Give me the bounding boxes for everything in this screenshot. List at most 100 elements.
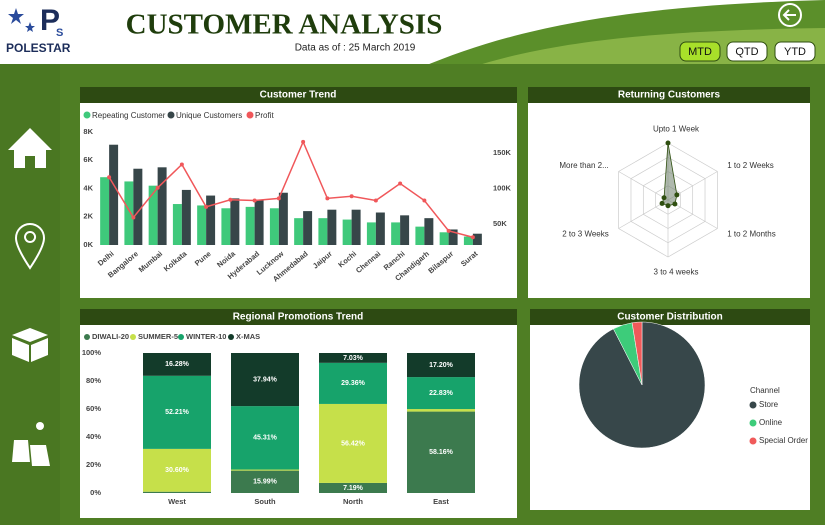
back-arrow[interactable] — [782, 9, 796, 21]
back-button[interactable] — [778, 3, 802, 27]
profit-point — [325, 196, 330, 201]
bar-segment — [143, 491, 211, 493]
bar — [133, 168, 143, 245]
bar — [230, 198, 240, 245]
radar-label: 3 to 4 weeks — [654, 268, 699, 277]
profit-point — [470, 235, 475, 240]
y-tick-label: 100% — [82, 348, 102, 357]
y-tick-label: 0K — [83, 240, 93, 249]
bar-segment — [319, 362, 387, 404]
bar-segment — [143, 353, 211, 376]
bar-segment — [407, 409, 475, 412]
legend-marker — [130, 334, 136, 340]
legend-label: WINTER-10 — [186, 332, 226, 341]
radar-point — [665, 140, 671, 146]
bar — [375, 212, 385, 245]
bar-segment — [231, 470, 299, 493]
legend-label: Repeating Customer — [92, 111, 166, 120]
y-tick-label: 80% — [86, 376, 101, 385]
legend-label: DIWALI-20 — [92, 332, 129, 341]
logo-letter: S — [56, 27, 63, 39]
bar — [124, 181, 134, 245]
bar — [463, 236, 473, 245]
radar-label: 1 to 2 Weeks — [727, 161, 774, 170]
button-ytd[interactable] — [774, 41, 816, 62]
bar — [439, 232, 449, 245]
bar — [278, 192, 288, 245]
radar-point — [659, 200, 665, 206]
button-mtd[interactable] — [679, 41, 721, 62]
profit-point — [398, 181, 403, 186]
profit-line — [108, 139, 474, 238]
x-tick-label: North — [343, 497, 363, 506]
button-label[interactable]: YTD — [784, 46, 806, 58]
y2-tick-label: 50K — [493, 219, 507, 228]
data-label: 16.28% — [165, 361, 190, 368]
logo-letter: P — [40, 4, 60, 37]
legend-label: Profit — [255, 111, 274, 120]
page-title: CUSTOMER ANALYSIS — [126, 9, 443, 41]
data-label: 7.03% — [343, 355, 364, 362]
data-label: 7.19% — [343, 485, 364, 492]
profit-point — [373, 198, 378, 203]
profit-point — [349, 194, 354, 199]
shopping-icon[interactable] — [12, 440, 50, 466]
data-label: 37.94% — [253, 376, 278, 383]
bar — [391, 222, 401, 245]
bar-segment — [407, 411, 475, 493]
box-icon[interactable] — [12, 328, 48, 362]
back-circle[interactable] — [778, 3, 802, 27]
bar — [254, 199, 264, 245]
y-tick-label: 8K — [83, 127, 93, 136]
x-tick-label: East — [433, 497, 449, 506]
bar — [318, 218, 328, 245]
bar — [424, 218, 434, 245]
radar-point — [674, 192, 680, 198]
bar — [351, 209, 361, 245]
bar-segment — [231, 406, 299, 470]
bar-segment — [319, 403, 387, 483]
bar-segment — [143, 448, 211, 492]
bar — [172, 204, 182, 245]
legend-label: X-MAS — [236, 332, 260, 341]
legend-marker — [749, 401, 757, 409]
y-tick-label: 0% — [90, 488, 101, 497]
button-label[interactable]: QTD — [735, 46, 758, 58]
button-qtd[interactable] — [726, 41, 768, 62]
panel-header — [80, 87, 517, 103]
panel-title: Regional Promotions Trend — [233, 312, 364, 323]
panel-header — [530, 309, 810, 325]
bar — [472, 233, 482, 245]
legend-marker — [178, 334, 184, 340]
period-buttons: MTD QTD YTD — [679, 41, 816, 62]
data-label: 56.42% — [341, 440, 366, 447]
profit-point — [422, 198, 427, 203]
profit-point — [204, 204, 209, 209]
x-tick-label: South — [254, 497, 276, 506]
bar — [327, 209, 337, 245]
radar-label: 2 to 3 Weeks — [562, 229, 609, 238]
data-label: 17.20% — [429, 362, 454, 369]
home-icon[interactable] — [8, 128, 52, 168]
button-label[interactable]: MTD — [688, 46, 712, 58]
y2-tick-label: 150K — [493, 148, 512, 157]
legend-label: Store — [759, 400, 779, 409]
logo-star — [25, 22, 35, 32]
date-text: Data as of : 25 March 2019 — [295, 43, 416, 54]
profit-point — [252, 198, 257, 203]
shopping-icon-head[interactable] — [36, 422, 44, 430]
bar — [448, 229, 458, 245]
panel-header — [80, 309, 517, 325]
bar — [221, 208, 231, 245]
bar-segment — [143, 375, 211, 449]
legend-marker — [167, 111, 175, 119]
bar-segment — [319, 353, 387, 363]
bar — [206, 195, 216, 245]
bar — [148, 185, 158, 245]
location-icon[interactable] — [14, 223, 46, 270]
logo-text: POLESTAR — [6, 41, 71, 55]
radar-label: Upto 1 Week — [653, 125, 700, 134]
y-tick-label: 2K — [83, 212, 93, 221]
bar — [245, 206, 255, 245]
bar — [269, 208, 279, 245]
